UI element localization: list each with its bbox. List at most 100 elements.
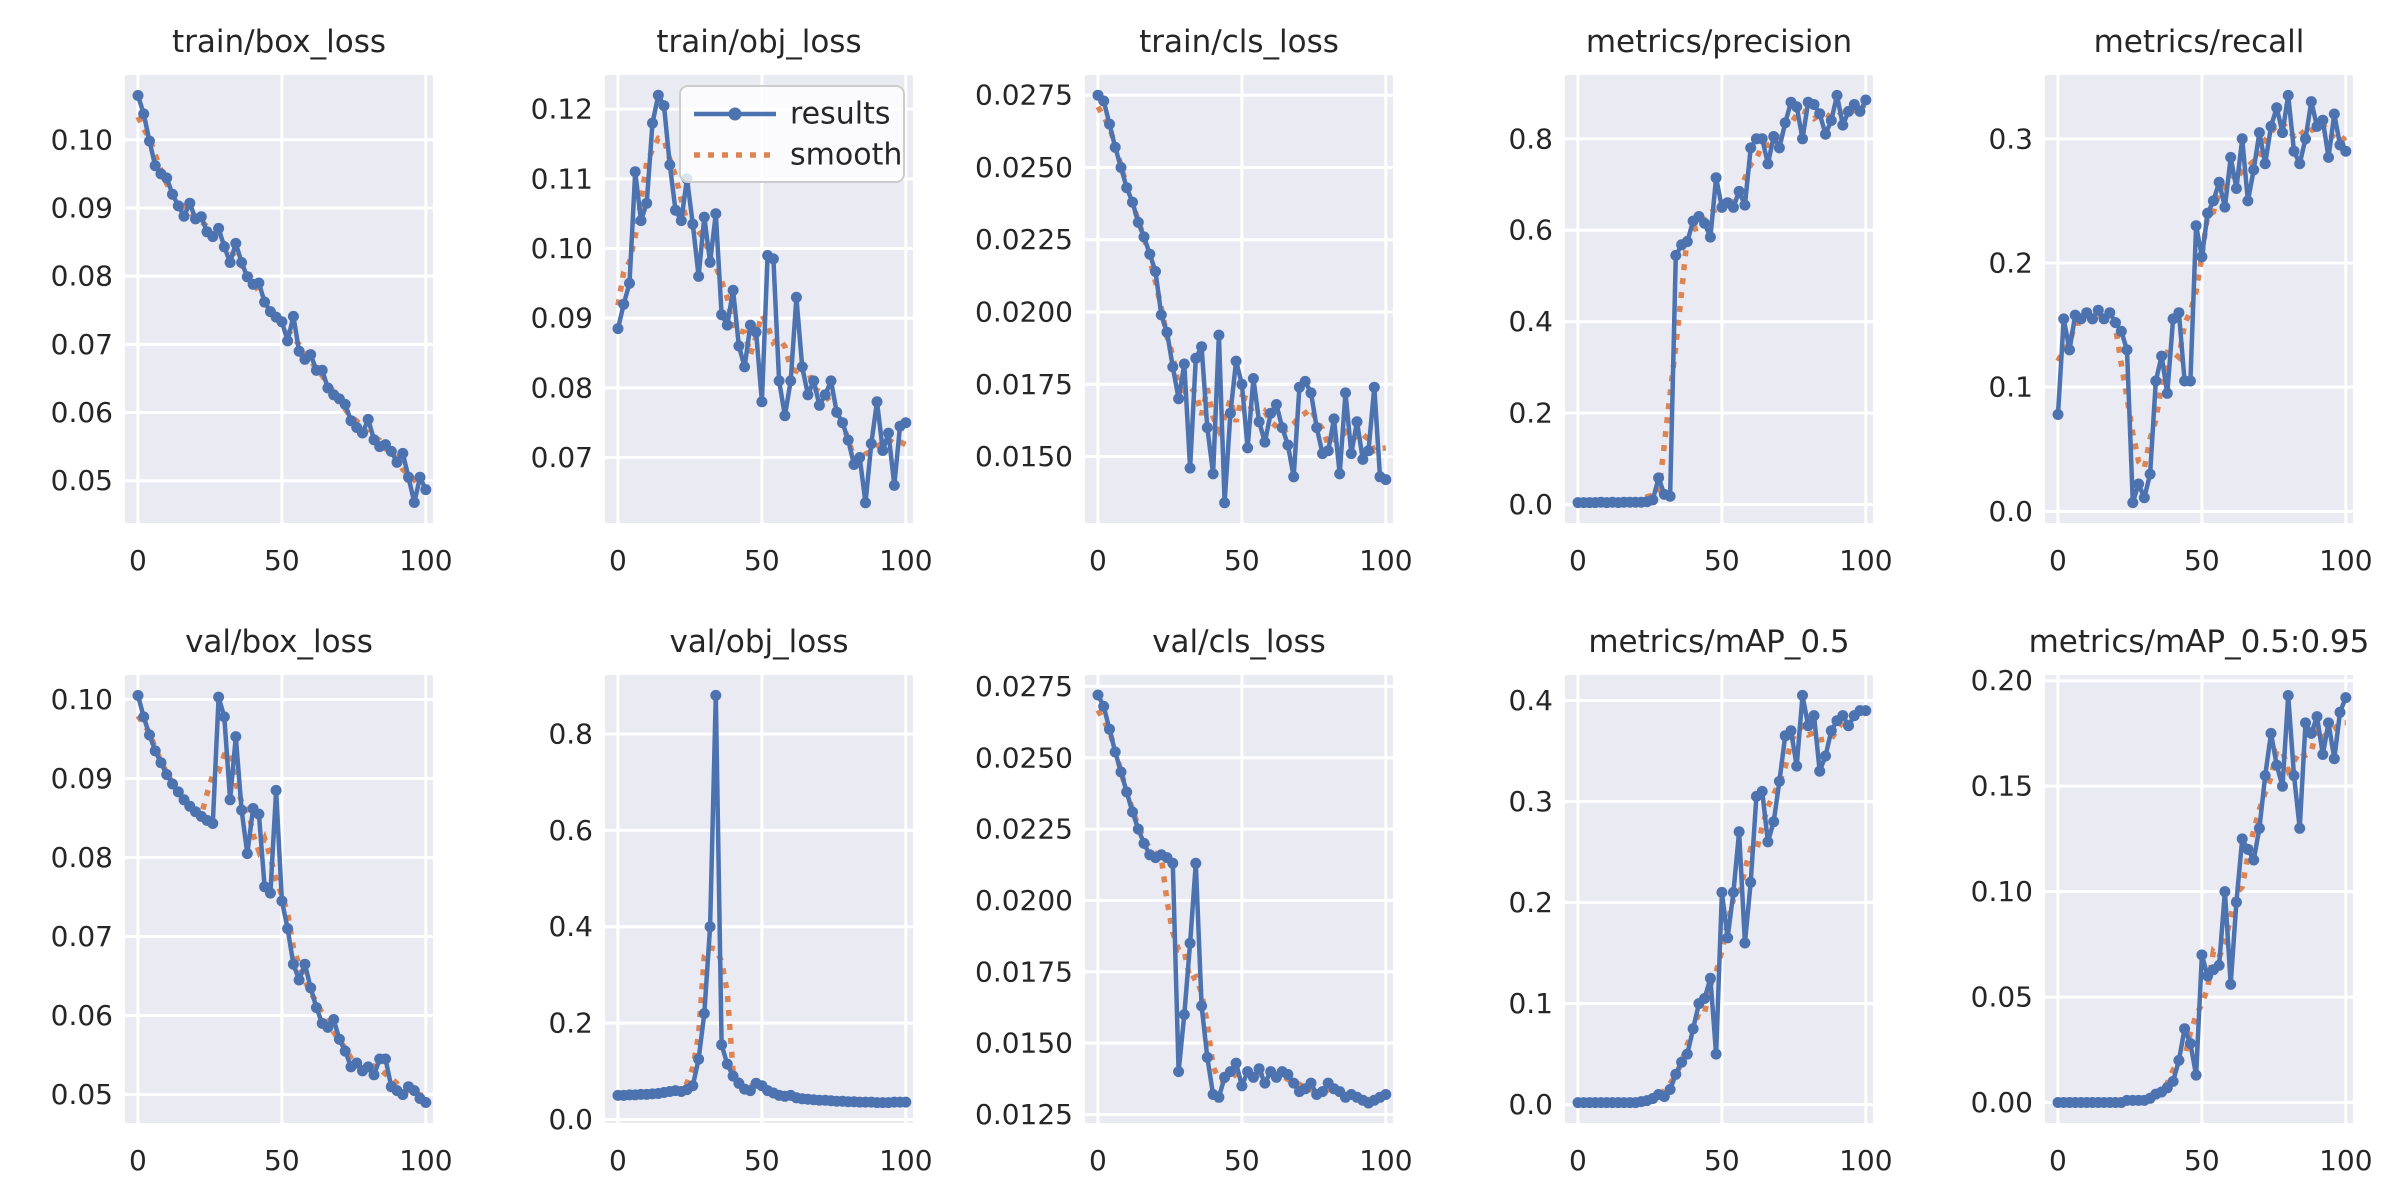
data-point-marker (1247, 1071, 1259, 1083)
data-point-marker (1357, 453, 1369, 465)
data-point-marker (207, 231, 219, 243)
y-tick-label: 0.6 (548, 814, 593, 847)
data-point-marker (259, 296, 271, 308)
data-point-marker (2282, 690, 2294, 701)
data-point-marker (2196, 949, 2208, 961)
data-point-marker (693, 1053, 705, 1065)
y-tick-label: 0.09 (51, 191, 113, 224)
data-point-marker (1843, 720, 1854, 732)
chart-title: val/obj_loss (669, 624, 848, 660)
y-tick-label: 0.09 (51, 762, 113, 795)
data-point-marker (380, 1053, 391, 1065)
chart-title: metrics/precision (1586, 24, 1852, 60)
x-tick-label: 0 (1569, 544, 1587, 577)
data-point-marker (1109, 141, 1121, 153)
data-point-marker (1184, 462, 1196, 474)
y-tick-label: 0.0125 (975, 1098, 1073, 1131)
y-tick-label: 0.0225 (975, 223, 1073, 256)
data-point-marker (1825, 115, 1837, 126)
data-point-marker (2052, 409, 2064, 420)
chart-cell-metrics-map-0-5: metrics/mAP_0.5 0.0 0.1 0.2 0.3 0.4 0 50 100 (1440, 600, 1920, 1200)
data-point-marker (837, 417, 848, 429)
data-point-marker (767, 253, 779, 265)
data-point-marker (1109, 746, 1121, 758)
data-point-marker (403, 471, 414, 483)
data-point-marker (161, 172, 173, 184)
subplot-train-cls-loss: train/cls_loss 0.0150 0.0175 0.0200 0.0225 0.… (975, 24, 1413, 577)
results-markers (1092, 689, 1392, 1109)
data-point-marker (1687, 1023, 1699, 1035)
x-tick-label: 100 (2319, 1144, 2372, 1177)
data-point-marker (2230, 183, 2242, 194)
y-tick-label: 0.08 (51, 260, 113, 293)
data-point-marker (1791, 760, 1803, 772)
data-point-marker (1699, 993, 1711, 1004)
data-point-marker (1773, 775, 1785, 787)
data-point-marker (420, 484, 432, 496)
data-point-marker (276, 895, 288, 907)
y-tick-label: 0.10 (1971, 875, 2033, 908)
data-point-marker (2202, 207, 2214, 219)
y-tick-label: 0.05 (51, 1078, 113, 1111)
data-point-marker (230, 237, 242, 249)
x-tick-label: 100 (879, 1144, 932, 1177)
y-tick-label: 0.1 (1988, 371, 2033, 404)
data-point-marker (2305, 96, 2317, 108)
data-point-marker (733, 340, 745, 352)
y-tick-label: 0.20 (1971, 664, 2033, 697)
y-tick-label: 0.09 (531, 302, 593, 335)
data-point-marker (287, 958, 299, 970)
data-point-marker (1704, 972, 1716, 984)
data-point-marker (293, 345, 305, 357)
data-point-marker (2087, 313, 2098, 325)
data-point-marker (1653, 472, 1665, 484)
data-point-marker (282, 335, 294, 347)
gridlines (125, 75, 433, 523)
y-tick-label: 0.8 (548, 717, 593, 750)
y-tick-label: 0.6 (1508, 214, 1553, 247)
data-point-marker (629, 166, 641, 178)
data-point-marker (2248, 854, 2260, 866)
data-point-marker (1860, 94, 1872, 106)
y-tick-label: 0.0250 (975, 741, 1073, 774)
data-point-marker (2305, 727, 2317, 739)
data-point-marker (1288, 1077, 1300, 1089)
data-point-marker (144, 729, 155, 741)
data-point-marker (1380, 1089, 1392, 1100)
data-point-marker (155, 757, 167, 769)
x-tick-label: 0 (1089, 544, 1107, 577)
data-point-marker (698, 211, 710, 223)
data-point-marker (1664, 1084, 1676, 1095)
y-tick-label: 0.12 (531, 93, 593, 126)
data-point-marker (264, 887, 276, 899)
data-point-marker (362, 413, 374, 425)
data-point-marker (1259, 1077, 1271, 1089)
data-point-marker (305, 982, 317, 994)
data-point-marker (1808, 99, 1820, 110)
data-point-marker (2161, 387, 2173, 399)
subplot-metrics-recall: metrics/recall 0.0 0.1 0.2 0.3 0 50 100 (1988, 24, 2372, 577)
data-point-marker (658, 100, 670, 112)
data-point-marker (2248, 164, 2260, 176)
data-point-marker (184, 197, 196, 209)
data-point-marker (2259, 770, 2271, 782)
data-point-marker (1733, 185, 1745, 197)
results-markers (2052, 89, 2352, 509)
data-point-marker (888, 479, 900, 491)
legend-label-smooth: smooth (790, 138, 902, 173)
data-point-marker (773, 375, 785, 387)
x-tick-label: 0 (2049, 1144, 2067, 1177)
data-point-marker (1699, 217, 1711, 229)
data-point-marker (652, 89, 664, 101)
data-point-marker (1115, 766, 1127, 778)
data-point-marker (1808, 710, 1820, 722)
data-point-marker (1670, 249, 1682, 261)
y-tick-label: 0.00 (1971, 1086, 2033, 1119)
data-point-marker (1814, 108, 1826, 120)
x-tick-label: 100 (1839, 544, 1892, 577)
data-point-marker (1253, 416, 1265, 428)
y-tick-label: 0.08 (531, 371, 593, 404)
data-point-marker (397, 447, 409, 459)
y-tick-label: 0.0175 (975, 368, 1073, 401)
